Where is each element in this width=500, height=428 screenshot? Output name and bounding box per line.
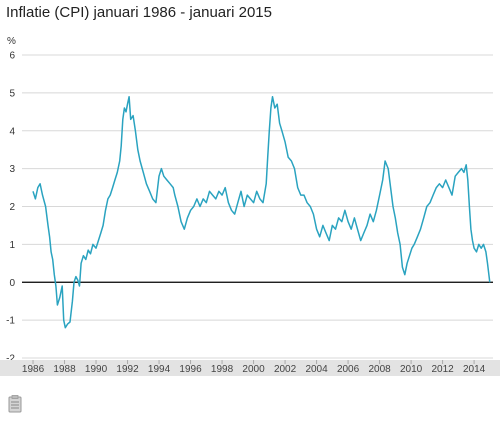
x-tick-label: 1992 [116,364,139,375]
series-layer [32,95,491,329]
x-tick-label: 1990 [85,364,108,375]
y-axis-unit-label: % [7,36,16,47]
series-line [32,95,491,329]
x-tick-label: 1994 [148,364,171,375]
y-tick-label: -2 [6,354,15,365]
x-tick-label: 1996 [179,364,202,375]
y-axis-ticks: 6 5 4 3 2 1 0 -1 -2 [6,51,15,365]
x-axis-ticks: 1986 1988 1990 1992 1994 1996 1998 2000 2002 2004… [22,360,486,375]
x-tick-label: 1988 [53,364,76,375]
x-tick-label: 1998 [211,364,234,375]
y-tick-label: 4 [9,126,15,137]
x-tick-label: 2014 [463,364,486,375]
chart-title: Inflatie (CPI) januari 1986 - januari 20… [6,4,272,21]
gridlines [22,54,493,359]
x-axis-band [0,360,500,376]
y-tick-label: 5 [9,88,15,99]
x-tick-label: 2000 [242,364,265,375]
x-tick-label: 2006 [337,364,360,375]
y-tick-label: 1 [9,240,15,251]
x-tick-label: 2004 [305,364,328,375]
y-tick-label: 6 [9,51,15,62]
data-table-icon[interactable] [8,395,22,413]
x-tick-label: 2012 [431,364,454,375]
x-tick-label: 2010 [400,364,423,375]
x-tick-label: 2002 [274,364,297,375]
x-tick-label: 2008 [368,364,391,375]
x-tick-label: 1986 [22,364,45,375]
y-tick-label: -1 [6,316,15,327]
y-tick-label: 2 [9,202,15,213]
y-tick-label: 0 [9,278,15,289]
y-tick-label: 3 [9,164,15,175]
